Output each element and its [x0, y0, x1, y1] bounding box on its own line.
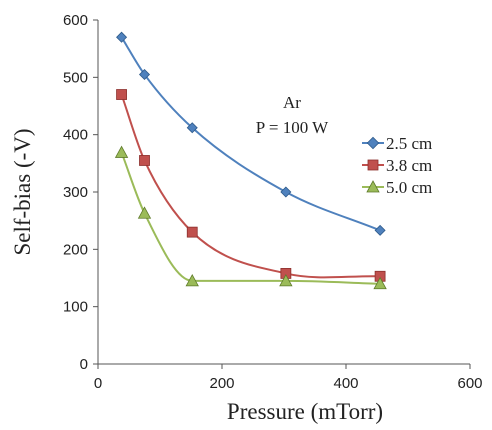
data-point-series-1-5 — [374, 224, 386, 236]
data-point-series-2-1 — [116, 89, 127, 100]
data-point-series-1-1 — [116, 31, 128, 43]
legend-marker-series-2 — [367, 159, 379, 171]
data-point-series-3-2 — [137, 206, 152, 219]
data-point-series-1-2 — [138, 68, 151, 80]
annotation-power: P = 100 W — [256, 118, 329, 137]
legend-item-series-3: 5.0 cm — [362, 178, 432, 197]
y-tick-label: 500 — [63, 69, 88, 86]
data-point-series-1-4 — [280, 186, 292, 198]
legend-label-series-2: 3.8 cm — [386, 156, 432, 175]
axes: 0 100 200 300 400 500 600 0 200 400 600 — [63, 12, 483, 392]
data-point-series-3-3 — [185, 274, 199, 287]
legend: 2.5 cm 3.8 cm 5.0 cm — [362, 134, 432, 197]
data-point-series-3-4 — [279, 274, 293, 287]
data-point-series-3-1 — [114, 145, 129, 158]
data-point-series-2-2 — [139, 155, 150, 166]
series-line-2 — [120, 94, 381, 279]
y-tick-label: 200 — [63, 241, 88, 258]
data-point-series-2-3 — [186, 226, 198, 238]
y-tick-label: 400 — [63, 127, 88, 144]
y-tick-label: 100 — [63, 299, 88, 316]
legend-marker-series-3 — [366, 180, 380, 193]
x-tick-label: 400 — [333, 375, 358, 392]
data-point-series-3-5 — [373, 276, 387, 290]
y-tick-label: 300 — [63, 184, 88, 201]
y-tick-label: 600 — [63, 12, 88, 29]
y-axis-title: Self-bias (-V) — [10, 128, 35, 255]
data-point-series-1-3 — [186, 122, 198, 134]
legend-marker-series-1 — [366, 136, 380, 150]
legend-label-series-3: 5.0 cm — [386, 178, 432, 197]
series-lines — [120, 36, 381, 285]
x-axis-title: Pressure (mTorr) — [227, 399, 383, 424]
y-tick-label: 0 — [80, 356, 88, 373]
legend-label-series-1: 2.5 cm — [386, 134, 432, 153]
x-tick-label: 0 — [94, 375, 102, 392]
legend-item-series-1: 2.5 cm — [362, 134, 432, 153]
series-line-1 — [120, 36, 381, 232]
annotation-gas: Ar — [283, 93, 301, 112]
x-tick-label: 200 — [209, 375, 234, 392]
legend-item-series-2: 3.8 cm — [362, 156, 432, 175]
x-tick-label: 600 — [457, 375, 482, 392]
series-markers — [114, 31, 387, 290]
